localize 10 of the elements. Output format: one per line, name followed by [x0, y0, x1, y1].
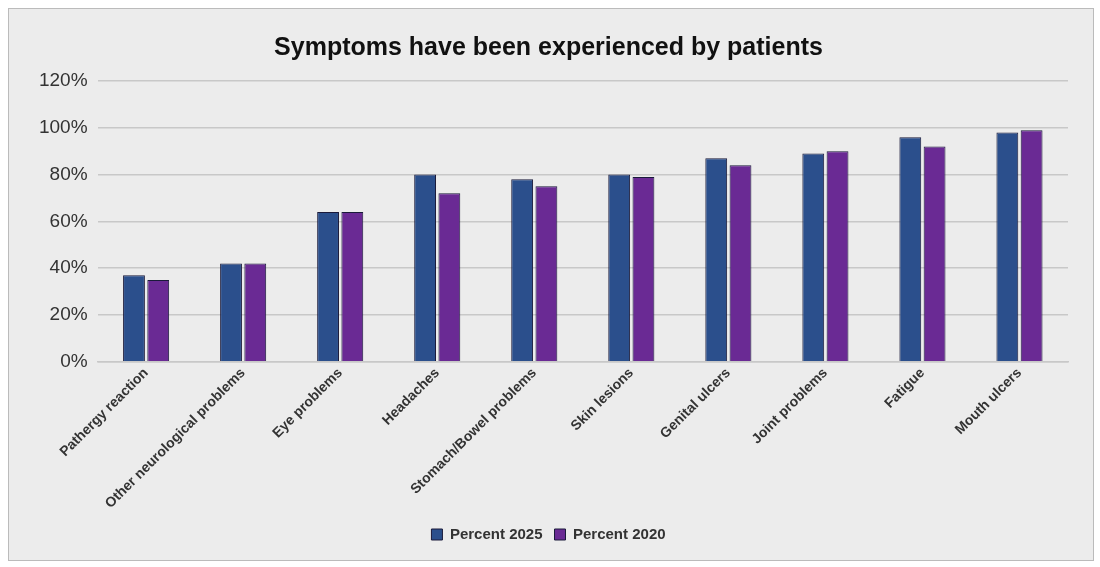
y-tick-label: 20% [49, 303, 88, 325]
chart-title: Symptoms have been experienced by patients [274, 31, 823, 60]
y-tick-label: 80% [49, 162, 88, 184]
y-tick-label: 60% [49, 209, 88, 231]
legend-label: Percent 2025 [449, 524, 543, 542]
y-tick-label: 40% [49, 256, 88, 278]
y-tick-label: 0% [60, 350, 88, 372]
y-tick-label: 100% [38, 116, 88, 138]
y-tick-label: 120% [38, 69, 88, 91]
legend-label: Percent 2020 [573, 524, 666, 542]
